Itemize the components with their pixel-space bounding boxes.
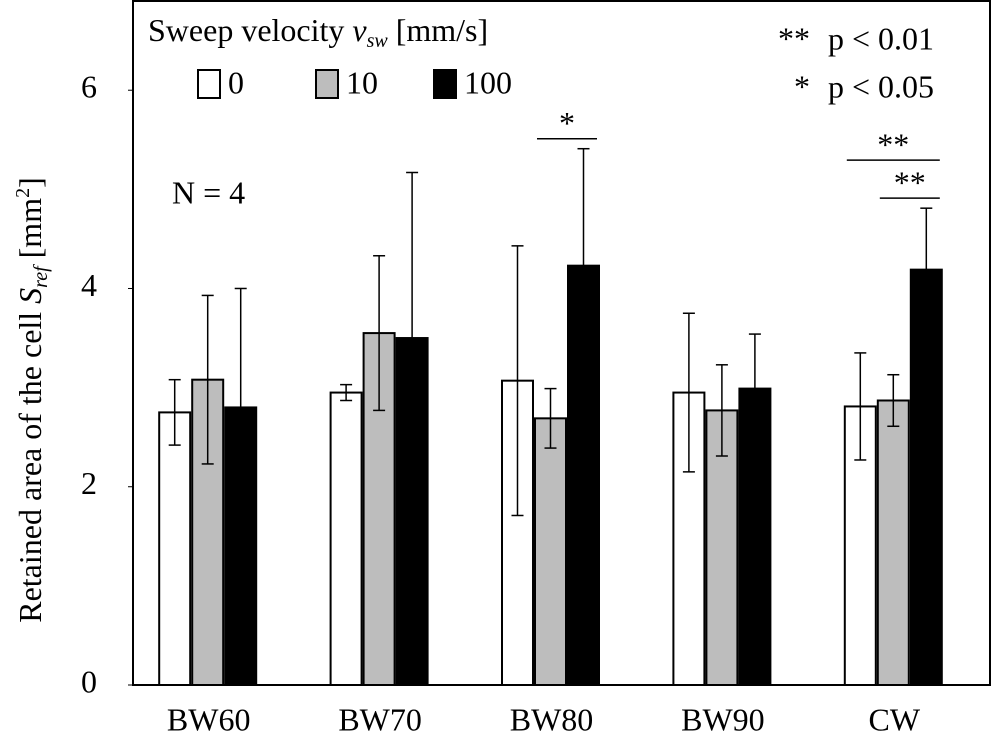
legend-label: 10 (346, 64, 378, 100)
y-tick-label: 0 (81, 663, 97, 699)
legend-swatch (197, 69, 221, 99)
significance-text: p < 0.01 (828, 20, 934, 56)
y-label-text: Retained area of the cell (12, 312, 48, 623)
y-label-unit: [mm (12, 198, 48, 259)
legend-symbol: v (352, 12, 367, 48)
x-tick-label: BW60 (167, 701, 251, 737)
x-tick-label: BW90 (681, 701, 765, 737)
x-tick-label: BW70 (338, 701, 422, 737)
bar (534, 417, 567, 686)
y-tick-label: 6 (81, 69, 97, 105)
x-tick-label: CW (869, 701, 921, 737)
legend-label: 0 (228, 64, 244, 100)
y-tick-label: 4 (81, 267, 97, 303)
y-label-superscript: 2 (12, 188, 34, 198)
legend-title-text: Sweep velocity (148, 12, 344, 48)
x-tick-label: BW80 (510, 701, 594, 737)
legend-label: 100 (464, 64, 512, 100)
y-label-symbol: S (12, 288, 48, 304)
significance-text: p < 0.05 (828, 68, 934, 104)
significance-stars: ** (778, 20, 810, 56)
y-label-subscript: ref (30, 264, 52, 288)
sample-note: N = 4 (172, 174, 245, 210)
significance-label: ** (894, 165, 926, 201)
significance-label: * (559, 105, 575, 141)
legend-title: Sweep velocity vsw [mm/s] (148, 12, 488, 56)
legend-unit: [mm/s] (396, 12, 488, 48)
y-tick-label: 2 (81, 465, 97, 501)
legend-swatch (433, 69, 457, 99)
significance-label: ** (877, 127, 909, 163)
y-axis-label: Retained area of the cell Sref [mm2] (12, 177, 57, 623)
significance-stars: * (794, 68, 810, 104)
bar (876, 399, 910, 686)
legend-subscript: sw (367, 30, 389, 52)
bar (909, 268, 943, 686)
bar (329, 391, 363, 686)
bar (158, 411, 192, 686)
legend-swatch (315, 69, 339, 99)
y-label-unit-end: ] (12, 177, 48, 188)
